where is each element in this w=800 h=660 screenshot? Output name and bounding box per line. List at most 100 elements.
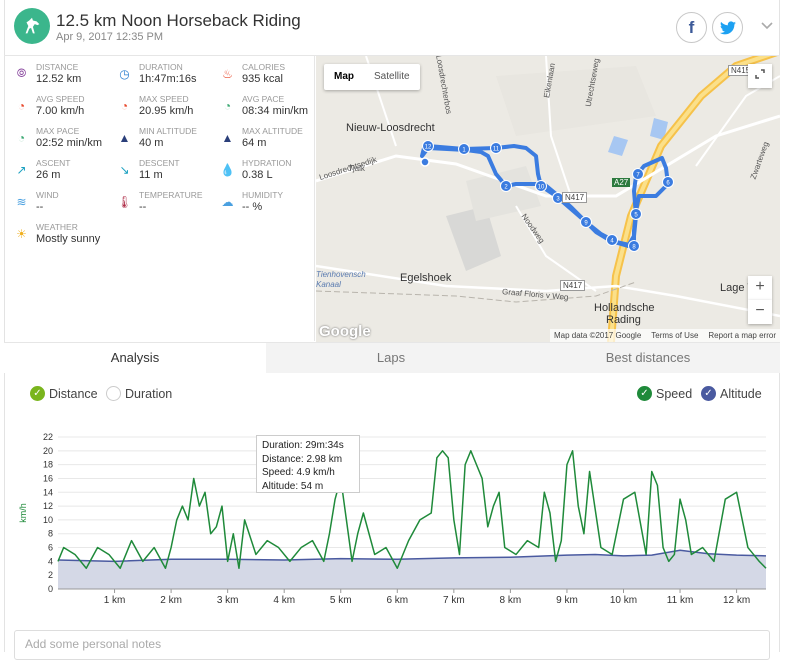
y-tick-label: 8: [48, 529, 53, 539]
altitude-line: [57, 549, 767, 563]
stopwatch-icon: ◷: [119, 66, 130, 81]
route-marker-label: 3: [556, 197, 560, 203]
stat-value: --: [36, 201, 44, 213]
twitter-icon: [719, 20, 736, 34]
route-marker-label: 11: [493, 147, 500, 153]
stat-value: 02:52 min/km: [36, 137, 103, 149]
route-marker[interactable]: 11: [490, 142, 502, 154]
wind-icon: ≋: [16, 194, 27, 209]
x-tick-label: 8 km: [500, 595, 522, 606]
zoom-out-button[interactable]: −: [748, 300, 772, 324]
route-marker[interactable]: 12: [422, 140, 434, 152]
y-tick-label: 18: [43, 460, 53, 470]
personal-notes-input[interactable]: Add some personal notes: [14, 630, 770, 660]
flame-icon: ♨: [222, 66, 233, 81]
route-marker[interactable]: 3: [552, 192, 564, 204]
y-tick-label: 0: [48, 584, 53, 594]
tab-laps[interactable]: Laps: [266, 343, 516, 373]
route-marker[interactable]: 10: [535, 180, 547, 192]
road-shield-a27: A27: [612, 178, 631, 187]
route-marker[interactable]: 6: [662, 176, 674, 188]
chevron-down-icon[interactable]: [761, 18, 773, 33]
route-marker-label: 6: [666, 181, 670, 187]
stat-value: 0.38 L: [242, 169, 273, 181]
x-tick-label: 4 km: [273, 595, 295, 606]
route-marker[interactable]: 1: [458, 143, 470, 155]
google-logo: Google: [319, 323, 371, 340]
drops-icon: 💧: [220, 162, 235, 177]
stat-label: Descent: [139, 158, 180, 168]
mountain-icon: ▲: [221, 130, 234, 145]
map-type-satellite-button[interactable]: Satellite: [374, 71, 410, 82]
map-label-egelshoek: Egelshoek: [400, 272, 452, 284]
mountain-icon: ▲: [118, 130, 131, 145]
y-tick-label: 14: [43, 487, 53, 497]
duration-option-label: Duration: [125, 386, 173, 401]
y-tick-label: 4: [48, 556, 53, 566]
stat-value: 1h:47m:16s: [139, 73, 197, 85]
gauge-icon: ◔: [223, 98, 232, 113]
stat-value: 935 kcal: [242, 73, 283, 85]
activity-date: Apr 9, 2017 12:35 PM: [56, 31, 164, 43]
y-tick-label: 6: [48, 543, 53, 553]
distance-axis-option[interactable]: ✓ Distance: [30, 386, 98, 401]
stat-value: 26 m: [36, 169, 61, 181]
map-label-nieuw-loosdrecht: Nieuw-Loosdrecht: [346, 122, 435, 134]
route-marker[interactable]: 5: [630, 208, 642, 220]
stat-value: 7.00 km/h: [36, 105, 85, 117]
map-footer: Map data ©2017 Google Terms of Use Repor…: [549, 329, 780, 342]
y-tick-label: 10: [43, 515, 53, 525]
tab-best-distances[interactable]: Best distances: [516, 343, 780, 373]
ascent-icon: ↗: [16, 162, 27, 177]
stat-label: Temperature: [139, 190, 203, 200]
route-marker-label: 7: [636, 173, 640, 179]
map-label-rading: Rading: [606, 314, 641, 326]
facebook-share-button[interactable]: f: [676, 12, 707, 43]
altitude-series-toggle[interactable]: ✓ Altitude: [701, 386, 762, 401]
speed-altitude-chart[interactable]: 0 2 4 6 8 10 12 14 16 18 20 22 km/h 1 km 2 km 3 km 4 km 5…: [0, 418, 800, 628]
route-marker-label: 12: [425, 145, 432, 151]
gauge-icon: ◔: [17, 98, 26, 113]
distance-icon: ⦾: [16, 66, 27, 80]
route-marker[interactable]: 7: [632, 168, 644, 180]
y-tick-label: 22: [43, 432, 53, 442]
route-marker[interactable]: 9: [580, 216, 592, 228]
x-tick-label: 12 km: [723, 595, 750, 606]
route-marker-label: 2: [504, 185, 508, 191]
stats-panel: ⦾ Distance 12.52 km ◷ Duration 1h:47m:16s ♨ Cal…: [4, 56, 315, 341]
report-map-error-link[interactable]: Report a map error: [708, 331, 776, 340]
stat-value: --: [139, 201, 147, 213]
route-marker[interactable]: 2: [500, 180, 512, 192]
y-tick-label: 20: [43, 446, 53, 456]
tooltip-speed: Speed: 4.9 km/h: [262, 467, 335, 478]
terms-link[interactable]: Terms of Use: [651, 331, 699, 340]
speed-series-toggle[interactable]: ✓ Speed: [637, 386, 692, 401]
y-tick-label: 12: [43, 501, 53, 511]
sun-icon: ☀: [16, 226, 27, 241]
horse-icon: [14, 8, 50, 44]
fullscreen-icon: [755, 69, 765, 79]
radio-empty-icon: [106, 386, 121, 401]
check-icon: ✓: [637, 386, 652, 401]
zoom-in-button[interactable]: +: [748, 276, 772, 300]
route-map[interactable]: 12 1 11 2 10 3 9 4 8 5 6 7 Nieuw-Loosdrecht Egelsho…: [316, 56, 780, 342]
stat-label: Max Speed: [139, 94, 189, 104]
tab-analysis[interactable]: Analysis: [4, 343, 266, 373]
twitter-share-button[interactable]: t: [712, 12, 743, 43]
route-marker-label: 9: [584, 221, 588, 227]
map-label-hollandsche: Hollandsche: [594, 302, 655, 314]
stat-label: Avg Speed: [36, 94, 85, 104]
y-tick-label: 16: [43, 473, 53, 483]
stat-value: 12.52 km: [36, 73, 82, 85]
speed-toggle-label: Speed: [656, 386, 693, 401]
duration-axis-option[interactable]: Duration: [106, 386, 172, 401]
speed-line: [57, 450, 767, 570]
map-type-map-button[interactable]: Map: [334, 71, 354, 82]
route-marker[interactable]: 8: [628, 240, 640, 252]
stat-label: Hydration: [242, 158, 292, 168]
stat-label: Min Altitude: [139, 126, 197, 136]
y-tick-label: 2: [48, 570, 53, 580]
fullscreen-button[interactable]: [748, 64, 772, 88]
route-marker[interactable]: 4: [606, 234, 618, 246]
